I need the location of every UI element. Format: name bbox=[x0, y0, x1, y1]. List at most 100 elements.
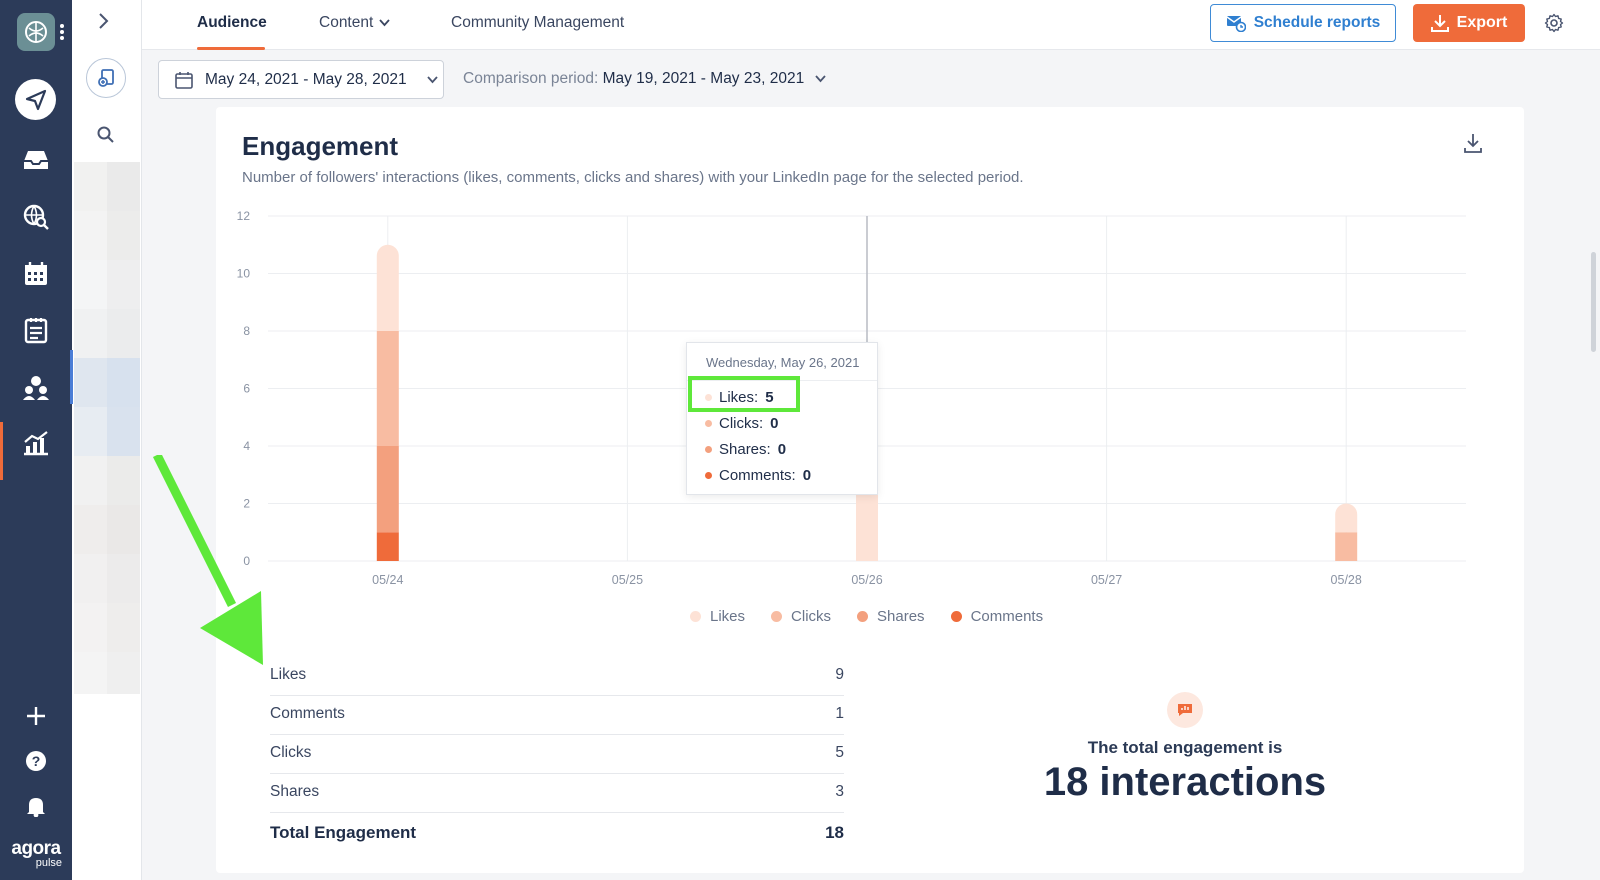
total-label: Total Engagement bbox=[270, 822, 417, 842]
tooltip-row-comments: Comments: 0 bbox=[705, 467, 811, 484]
comparison-value: May 19, 2021 - May 23, 2021 bbox=[602, 70, 805, 87]
bar-segment-comments bbox=[376, 532, 399, 561]
comparison-period-selector[interactable]: Comparison period: May 19, 2021 - May 23… bbox=[463, 70, 826, 88]
stats-row-shares: Shares 3 bbox=[270, 774, 844, 813]
tooltip-row-shares: Shares: 0 bbox=[705, 441, 786, 458]
card-subtitle: Number of followers' interactions (likes… bbox=[242, 169, 1024, 186]
notifications-bell-icon[interactable] bbox=[21, 791, 51, 821]
schedule-mail-icon bbox=[1226, 16, 1246, 32]
page-scrollbar[interactable] bbox=[1591, 252, 1596, 352]
total-engagement-summary: The total engagement is 18 interactions bbox=[960, 692, 1410, 805]
likes-dot-icon bbox=[705, 394, 712, 401]
bar-segment-likes bbox=[1335, 503, 1358, 533]
active-tab-underline bbox=[197, 47, 265, 50]
x-tick-label: 05/26 bbox=[851, 573, 882, 587]
add-icon[interactable] bbox=[21, 701, 51, 731]
x-tick-label: 05/24 bbox=[372, 573, 403, 587]
brand-logo: agora pulse bbox=[11, 838, 62, 869]
comments-dot-icon bbox=[705, 472, 712, 479]
chevron-down-icon bbox=[426, 75, 438, 83]
legend-label: Comments bbox=[970, 608, 1044, 625]
summary-caption: The total engagement is bbox=[1087, 738, 1283, 757]
x-tick-label: 05/27 bbox=[1091, 573, 1122, 587]
schedule-reports-button[interactable]: Schedule reports bbox=[1210, 4, 1396, 42]
legend-label: Likes bbox=[710, 608, 746, 625]
help-icon[interactable]: ? bbox=[21, 746, 51, 776]
svg-text:?: ? bbox=[32, 753, 41, 769]
y-tick-label: 6 bbox=[243, 382, 250, 396]
accounts-panel bbox=[70, 0, 142, 880]
y-tick-label: 10 bbox=[237, 267, 251, 281]
stats-row-comments: Comments 1 bbox=[270, 696, 844, 735]
likes-dot-icon bbox=[690, 611, 701, 622]
legend-item-likes[interactable]: Likes bbox=[690, 608, 745, 625]
tooltip-label: Clicks: bbox=[719, 415, 764, 432]
download-icon[interactable] bbox=[1464, 133, 1482, 158]
highlight-annotation-box bbox=[688, 376, 800, 412]
date-range-picker[interactable]: May 24, 2021 - May 28, 2021 bbox=[158, 60, 444, 99]
y-tick-label: 0 bbox=[243, 554, 250, 568]
tooltip-row-likes: Likes: 5 bbox=[705, 389, 774, 406]
bar-segment-likes bbox=[376, 244, 399, 331]
inbox-icon[interactable] bbox=[21, 145, 51, 175]
legend-label: Shares bbox=[877, 608, 925, 625]
total-value: 18 bbox=[825, 822, 844, 842]
download-icon bbox=[1430, 15, 1449, 32]
more-options-icon[interactable] bbox=[60, 24, 64, 40]
comparison-label: Comparison period: bbox=[463, 70, 599, 87]
stat-value: 3 bbox=[835, 782, 844, 800]
chart-legend: Likes Clicks Shares Comments bbox=[690, 608, 1043, 625]
publish-icon[interactable] bbox=[15, 79, 56, 120]
stat-label: Likes bbox=[270, 665, 307, 683]
clicks-dot-icon bbox=[705, 420, 712, 427]
tooltip-value: 0 bbox=[802, 467, 812, 484]
add-account-icon[interactable] bbox=[86, 58, 126, 98]
tooltip-value: 0 bbox=[770, 415, 779, 432]
chat-bubble-icon bbox=[1167, 692, 1203, 728]
tooltip-row-clicks: Clicks: 0 bbox=[705, 415, 779, 432]
stat-label: Clicks bbox=[270, 743, 312, 761]
tooltip-label: Comments: bbox=[719, 467, 796, 484]
calendar-icon bbox=[175, 71, 193, 89]
stat-label: Comments bbox=[270, 704, 345, 722]
selected-account-indicator bbox=[70, 350, 73, 404]
tooltip-value: 5 bbox=[765, 389, 774, 406]
tooltip-date: Wednesday, May 26, 2021 bbox=[706, 355, 860, 370]
tab-community-management[interactable]: Community Management bbox=[451, 14, 625, 31]
calendar-icon[interactable] bbox=[21, 259, 51, 289]
legend-item-shares[interactable]: Shares bbox=[857, 608, 925, 625]
shares-dot-icon bbox=[857, 611, 869, 622]
search-icon[interactable] bbox=[97, 126, 115, 149]
reports-icon[interactable] bbox=[21, 428, 51, 458]
tab-content[interactable]: Content bbox=[319, 14, 390, 32]
legend-item-comments[interactable]: Comments bbox=[950, 608, 1044, 625]
bar-segment-clicks bbox=[1335, 532, 1358, 561]
main-nav-rail: ? agora pulse bbox=[0, 0, 72, 880]
stat-value: 1 bbox=[835, 704, 844, 722]
notes-icon[interactable] bbox=[21, 315, 51, 345]
tooltip-label: Likes: bbox=[719, 389, 759, 406]
bar-segment-shares bbox=[376, 446, 399, 533]
stats-row-total: Total Engagement 18 bbox=[270, 813, 844, 855]
tooltip-divider bbox=[687, 380, 877, 381]
y-tick-label: 8 bbox=[243, 324, 250, 338]
chevron-down-icon bbox=[379, 19, 390, 27]
bar-segment-clicks bbox=[376, 331, 399, 446]
tab-content-label: Content bbox=[319, 14, 374, 31]
x-tick-label: 05/28 bbox=[1331, 573, 1362, 587]
listening-icon[interactable] bbox=[21, 202, 51, 232]
tab-audience[interactable]: Audience bbox=[197, 14, 267, 31]
shares-dot-icon bbox=[705, 446, 712, 453]
expand-panel-icon[interactable] bbox=[98, 12, 110, 35]
legend-item-clicks[interactable]: Clicks bbox=[771, 608, 831, 625]
gear-icon[interactable] bbox=[1544, 13, 1564, 38]
schedule-reports-label: Schedule reports bbox=[1253, 14, 1381, 31]
chevron-down-icon bbox=[814, 75, 826, 83]
export-button[interactable]: Export bbox=[1413, 4, 1525, 42]
app-logo-icon[interactable] bbox=[17, 13, 55, 51]
stat-label: Shares bbox=[270, 782, 320, 800]
tooltip-label: Shares: bbox=[719, 441, 771, 458]
team-icon[interactable] bbox=[21, 372, 51, 402]
y-tick-label: 4 bbox=[243, 439, 250, 453]
card-title: Engagement bbox=[242, 131, 399, 161]
